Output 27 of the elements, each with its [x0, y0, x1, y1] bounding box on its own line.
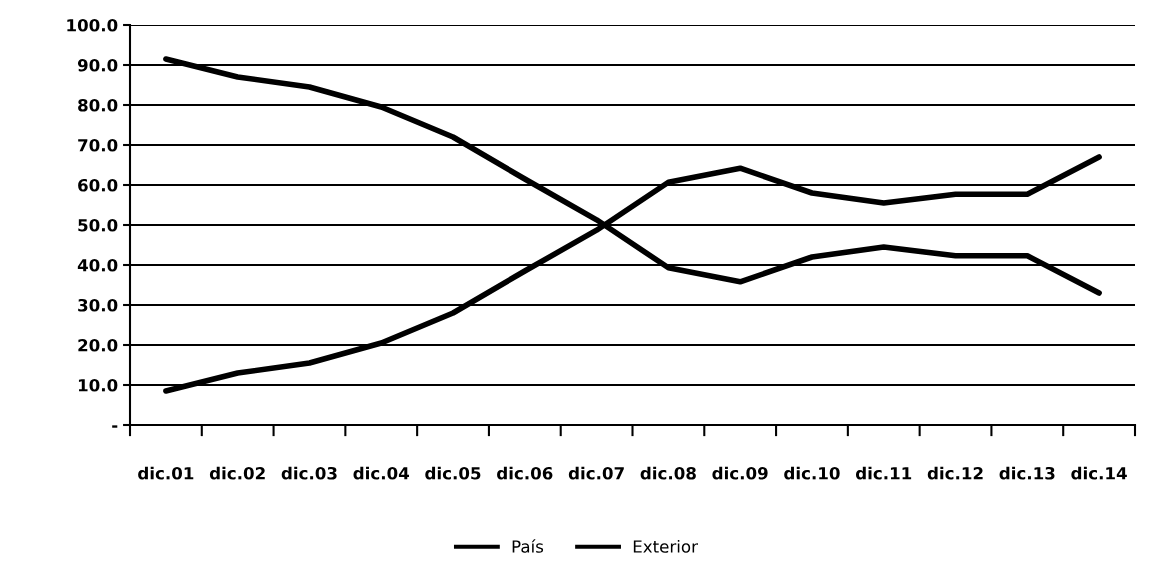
x-tick-label: dic.01: [138, 466, 194, 480]
y-tick-label: 90.0: [77, 58, 118, 72]
x-tick-label: dic.02: [209, 466, 265, 480]
y-tick-label: 50.0: [78, 218, 118, 232]
x-tick-label: dic.09: [712, 466, 768, 480]
y-tick-label: 40.0: [77, 258, 118, 272]
x-tick-label: dic.04: [353, 466, 410, 480]
x-tick-label: dic.05: [425, 466, 481, 480]
y-tick-label: 30.0: [78, 298, 118, 312]
y-tick-label: 10.0: [78, 378, 118, 392]
x-tick-label: dic.03: [281, 466, 337, 480]
x-tick-label: dic.12: [927, 466, 983, 480]
legend-label: Exterior: [633, 539, 698, 553]
x-tick-label: dic.07: [568, 466, 624, 480]
y-tick-label: 20.0: [78, 338, 118, 352]
x-tick-label: dic.08: [640, 466, 696, 480]
y-tick-label: -: [112, 425, 118, 428]
y-tick-label: 80.0: [78, 98, 118, 112]
x-tick-label: dic.06: [497, 466, 553, 480]
x-tick-label: dic.13: [999, 466, 1055, 480]
y-tick-label: 60.0: [78, 178, 118, 192]
y-tick-label: 70.0: [78, 138, 118, 152]
x-tick-label: dic.10: [784, 466, 840, 480]
x-tick-label: dic.11: [855, 466, 912, 480]
x-tick-label: dic.14: [1071, 466, 1127, 480]
y-tick-label: 100.0: [67, 18, 118, 32]
legend-label: País: [512, 539, 544, 553]
